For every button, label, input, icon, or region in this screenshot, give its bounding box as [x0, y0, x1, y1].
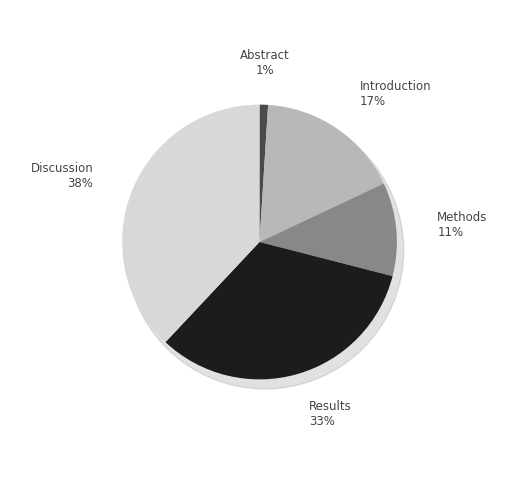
Wedge shape [122, 105, 260, 342]
Wedge shape [260, 105, 268, 242]
Ellipse shape [126, 111, 404, 389]
Text: Introduction
17%: Introduction 17% [360, 80, 431, 108]
Wedge shape [260, 183, 397, 276]
Text: Discussion
38%: Discussion 38% [31, 162, 93, 190]
Wedge shape [166, 242, 392, 379]
Wedge shape [260, 105, 384, 242]
Text: Results
33%: Results 33% [309, 399, 352, 427]
Text: Methods
11%: Methods 11% [438, 211, 488, 239]
Text: Abstract
1%: Abstract 1% [240, 49, 290, 77]
